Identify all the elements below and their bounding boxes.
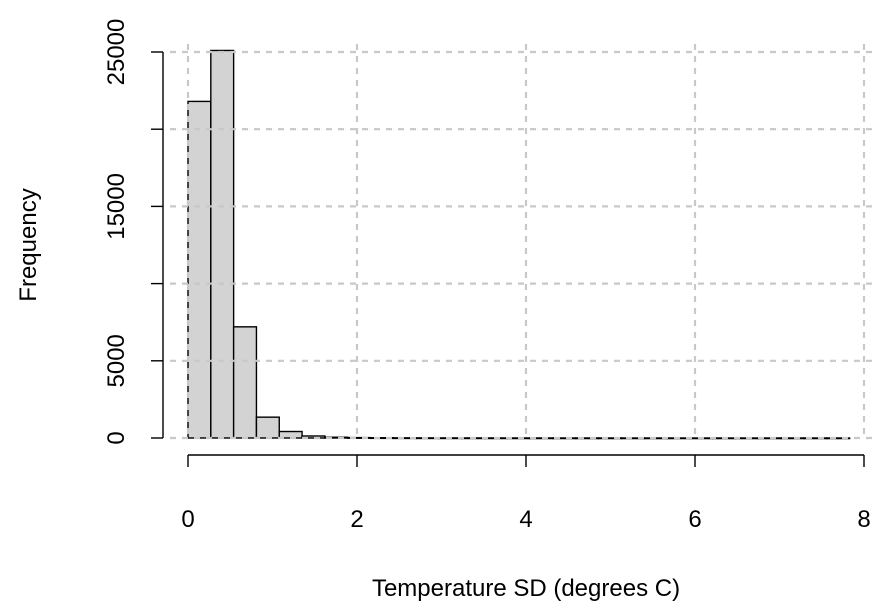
grid-lines [170,44,874,440]
y-tick-label: 15000 [103,173,130,240]
histogram-bar [232,326,258,439]
histogram-bars [187,49,851,440]
x-tick-label: 6 [688,506,701,533]
x-tick-label: 4 [519,506,532,533]
axes: 0 2 4 6 8 0 5000 15000 25000 [103,19,871,533]
x-tick-label: 0 [181,506,194,533]
y-axis-label: Frequency [15,188,42,301]
y-tick-label: 5000 [103,334,130,387]
x-axis-label: Temperature SD (degrees C) [372,575,680,602]
histogram-bar [826,437,851,440]
y-tick-label: 25000 [103,19,130,86]
y-tick-label: 0 [103,431,130,444]
x-tick-label: 2 [350,506,363,533]
histogram-bar [255,416,280,439]
x-tick-label: 8 [857,506,870,533]
histogram-bar [187,100,212,439]
histogram-bar [210,49,235,439]
